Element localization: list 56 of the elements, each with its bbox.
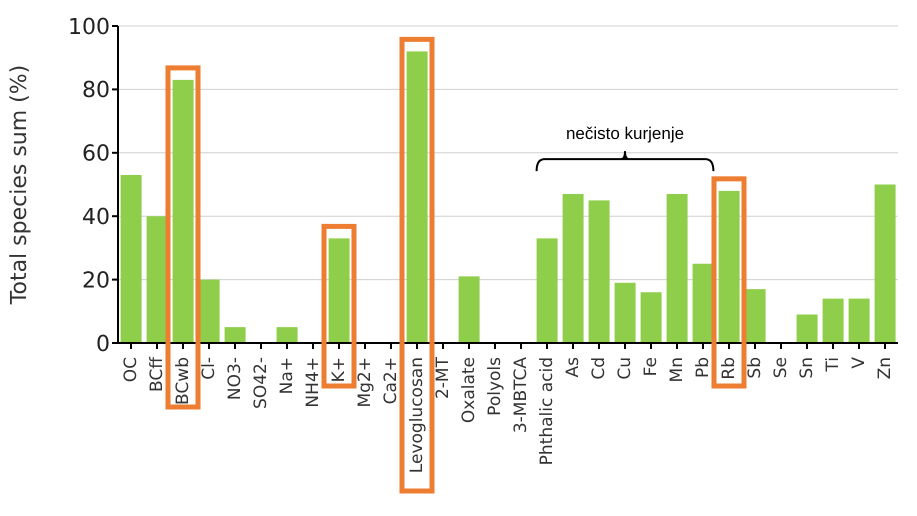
bar [458,276,480,343]
x-tick-label: NH4+ [303,357,323,408]
x-tick-label: Polyols [485,356,505,416]
x-tick-label: Ti [823,357,843,373]
x-tick-label: Cd [589,357,609,380]
x-tick-label: K+ [329,357,349,382]
bar [562,194,584,343]
bar [796,314,818,343]
bar [822,298,844,343]
annotation: nečisto kurjenje [566,124,684,144]
x-tick-label: Se [771,357,791,378]
x-tick-label: Cu [615,357,635,380]
y-axis-title: Total species sum (%) [6,64,32,306]
bar [874,184,896,343]
x-tick-label: BCwb [173,357,193,405]
bar [536,238,558,343]
bar [640,292,662,343]
x-tick-label: Na+ [277,357,297,394]
bar [588,200,610,343]
x-tick-label: NO3- [225,357,245,400]
x-tick-label: V [849,356,869,369]
bar [848,298,870,343]
bar [614,282,636,343]
x-tick-label: Mn [667,357,687,382]
x-tick-label: 3-MBTCA [511,356,531,434]
x-tick-label: 2-MT [433,356,453,400]
bar [328,238,350,343]
y-tick-label: 20 [82,268,110,294]
x-tick-label: Sb [745,357,765,379]
bar [406,51,428,343]
x-tick-label: Oxalate [459,357,479,424]
x-tick-label: BCff [147,356,167,392]
x-tick-label: Zn [875,357,895,380]
y-tick-label: 80 [82,78,110,104]
bar [276,327,298,343]
y-tick-label: 0 [96,332,110,357]
x-tick-label: Phthalic acid [537,357,557,466]
x-tick-label: As [563,356,583,378]
y-tick-label: 60 [82,142,110,167]
bar [120,174,142,343]
x-tick-label: Sn [797,357,817,379]
x-tick-label: Rb [719,357,739,380]
x-tick-label: SO42- [251,357,271,409]
bar [718,190,740,343]
bar [666,194,688,343]
y-tick-label: 100 [68,14,110,40]
x-tick-label: Pb [693,357,713,378]
x-tick-label: Cl- [199,357,219,380]
y-tick-label: 40 [82,205,110,230]
x-tick-label: Ca2+ [381,357,401,404]
bar [172,80,194,343]
x-tick-label: Mg2+ [355,357,375,408]
bar [224,327,246,343]
x-tick-label: Levoglucosan [407,357,427,474]
x-tick-label: Fe [641,357,661,376]
x-tick-label: OC [121,357,141,382]
